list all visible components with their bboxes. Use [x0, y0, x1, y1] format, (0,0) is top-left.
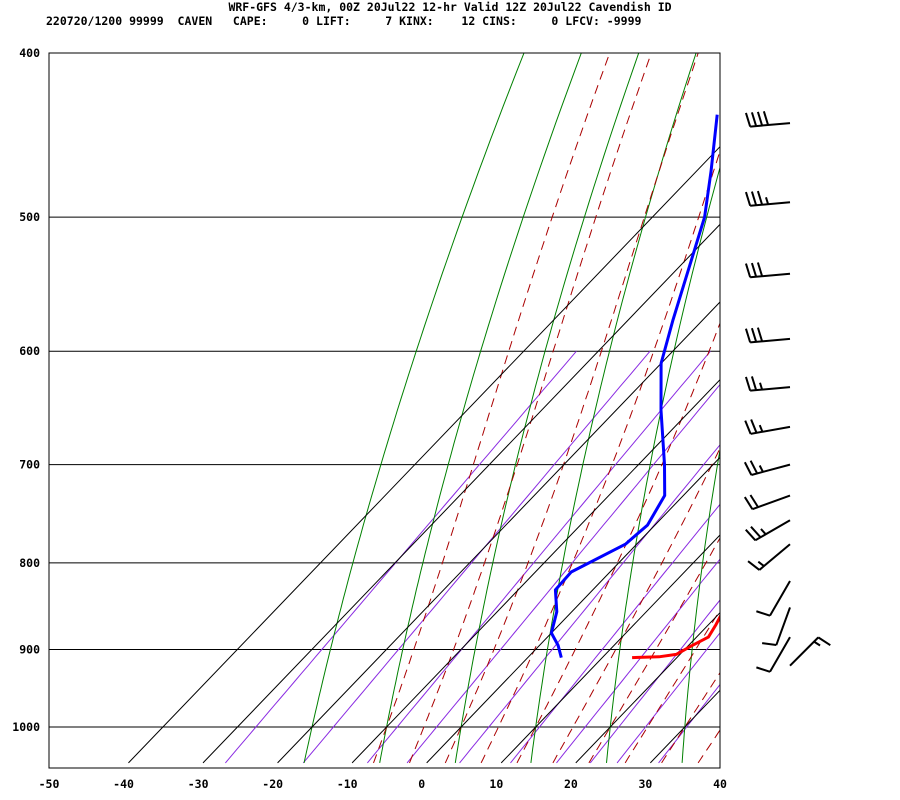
moist-adiabat-line [552, 447, 720, 764]
mixing-ratio-line [459, 444, 720, 764]
dewpoint-profile [549, 114, 719, 658]
wind-barb [747, 543, 791, 571]
isotherm-10 [500, 534, 720, 764]
profile-lines [549, 114, 720, 660]
mixing-ratio-line [616, 632, 720, 764]
moist-adiabat-line [444, 53, 699, 764]
x-tick-label: -20 [262, 777, 283, 791]
wind-barb [744, 190, 791, 207]
dry-adiabat-line [681, 446, 720, 763]
mixing-ratio-line [510, 503, 720, 764]
moist-adiabat-line [409, 53, 652, 764]
wind-barbs [743, 111, 831, 673]
wind-barb [756, 580, 791, 617]
x-tick-label: 0 [418, 777, 425, 791]
dry-adiabat-line [758, 34, 873, 763]
mixing-ratio-line [367, 350, 711, 764]
dry-adiabat-line [833, 34, 900, 763]
y-tick-label: 800 [19, 556, 40, 570]
mixing-ratio-line [589, 599, 720, 764]
isotherm-0 [426, 456, 720, 764]
isotherm--40 [128, 145, 720, 764]
dry-adiabat-line [303, 53, 525, 764]
dry-adiabat-line [454, 53, 640, 763]
x-tick-label: 10 [489, 777, 503, 791]
x-tick-label: 20 [564, 777, 578, 791]
background-lines [49, 34, 900, 764]
dry-adiabat-line [530, 53, 697, 763]
wind-barb [789, 636, 831, 667]
wind-barb [743, 460, 791, 476]
y-tick-label: 500 [19, 210, 40, 224]
mixing-ratio-line [658, 683, 720, 764]
moist-adiabat-line [373, 53, 611, 764]
moist-adiabat-line [516, 321, 720, 764]
wind-barb [744, 327, 791, 344]
axes: 400 500 600 700 800 900 1000 -50 -40 -30 -20 -10 0 10… [12, 46, 727, 791]
dry-adiabat-line [606, 165, 720, 763]
wind-barb [744, 376, 791, 392]
chart-title: WRF-GFS 4/3-km, 00Z 20Jul22 12-hr Valid … [228, 0, 672, 14]
isotherm-20 [575, 611, 720, 764]
moist-adiabat-line [697, 729, 720, 764]
mixing-ratio-line [406, 383, 720, 764]
y-tick-label: 600 [19, 344, 40, 358]
x-tick-label: -50 [39, 777, 60, 791]
mixing-ratio-line [556, 558, 720, 764]
moist-adiabat-line [588, 537, 720, 764]
wind-barb [745, 519, 791, 542]
y-tick-label: 1000 [12, 720, 40, 734]
x-tick-label: -40 [113, 777, 134, 791]
x-tick-label: 30 [639, 777, 653, 791]
wind-barb [744, 111, 791, 128]
isotherm-30 [649, 689, 720, 764]
moist-adiabat-line [661, 671, 720, 764]
wind-barb [756, 636, 791, 673]
y-tick-label: 700 [19, 458, 40, 472]
isotherm--20 [277, 301, 720, 764]
y-tick-label: 400 [19, 46, 40, 60]
isotherm--30 [202, 223, 720, 764]
plot-frame [48, 52, 721, 769]
wind-barb [744, 419, 791, 435]
moist-adiabat-line [624, 609, 720, 764]
x-tick-label: -30 [188, 777, 209, 791]
wind-barb [761, 607, 791, 647]
x-tick-label: -10 [337, 777, 358, 791]
mixing-ratio-line [225, 350, 577, 764]
dry-adiabat-line [379, 53, 582, 763]
station-stats: 220720/1200 99999 CAVEN CAPE: 0 LIFT: 7 … [46, 14, 642, 28]
temperature-profile [632, 613, 720, 660]
mixing-ratio-line [302, 350, 651, 764]
y-tick-label: 900 [19, 642, 40, 656]
wind-barb [744, 262, 791, 279]
x-tick-label: 40 [713, 777, 727, 791]
moist-adiabat-line [480, 149, 720, 764]
wind-barb [743, 494, 791, 511]
isotherm--10 [351, 378, 720, 764]
